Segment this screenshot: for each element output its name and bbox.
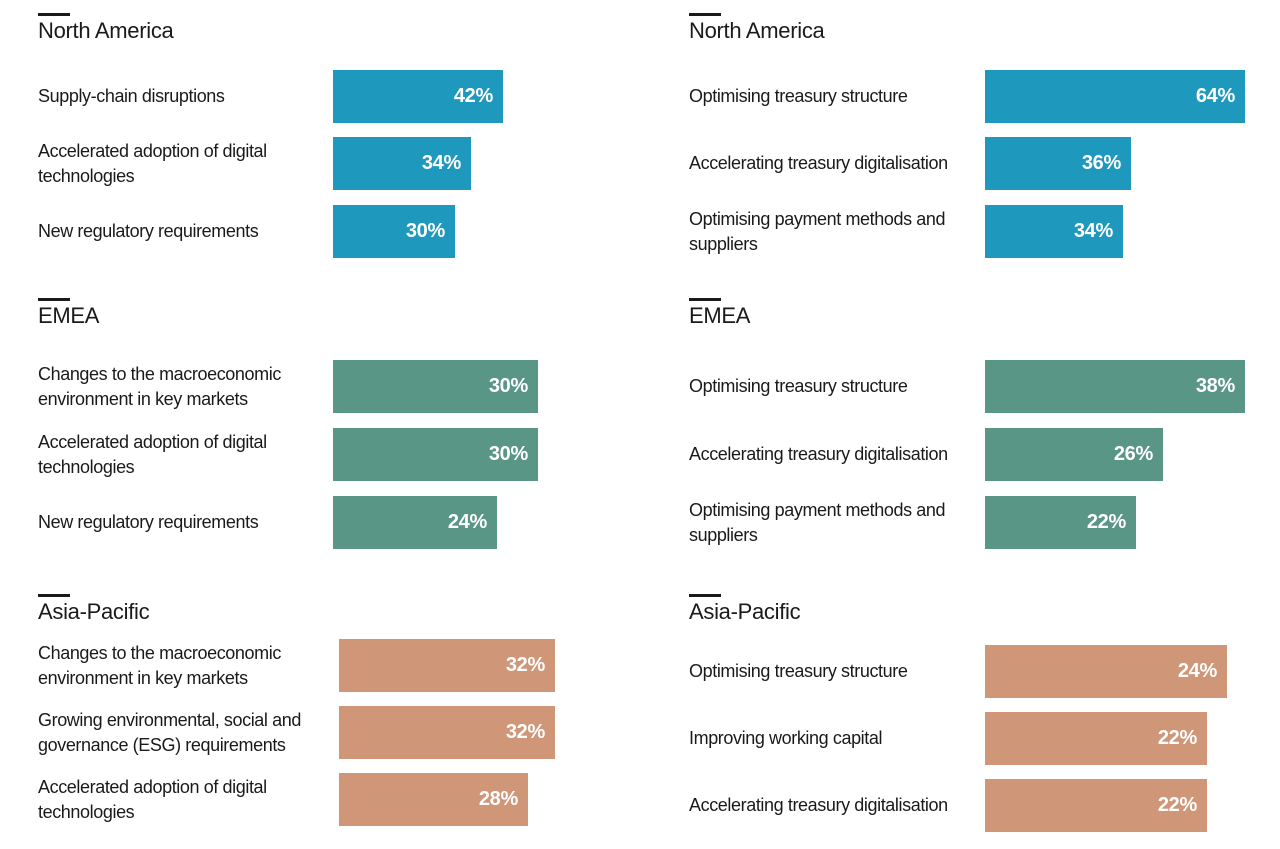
bar-improving-working-capital [985, 712, 1207, 765]
bar-value-label: 38% [1195, 375, 1235, 397]
category-label-text: Optimising treasury structure [689, 376, 908, 396]
category-label: Improving working capital [689, 712, 963, 765]
category-label: Accelerated adoption of digital technolo… [38, 137, 311, 190]
heading-rule [689, 298, 721, 301]
bar-value-label: 26% [1113, 443, 1153, 465]
region-heading-text: EMEA [689, 303, 751, 328]
region-heading: Asia-Pacific [689, 594, 801, 625]
heading-rule [38, 13, 70, 16]
bar-accelerated-adoption-of-digital-technologies [339, 773, 528, 826]
bar-value-label: 30% [405, 220, 445, 242]
category-label-text: New regulatory requirements [38, 221, 259, 241]
category-label-text: Supply-chain disruptions [38, 86, 225, 106]
category-label: Optimising treasury structure [689, 360, 963, 413]
category-label: Accelerated adoption of digital technolo… [38, 428, 311, 481]
bar-optimising-treasury-structure [985, 360, 1245, 413]
region-heading: North America [689, 13, 825, 44]
bar-value-label: 22% [1086, 511, 1126, 533]
bar-value-label: 36% [1081, 152, 1121, 174]
category-label: Changes to the macroeconomic environment… [38, 639, 317, 692]
category-label-text: Optimising treasury structure [689, 86, 908, 106]
bar-value-label: 24% [447, 511, 487, 533]
bar-value-label: 42% [453, 85, 493, 107]
bar-optimising-payment-methods-and-suppliers [985, 496, 1136, 549]
bar-value-label: 34% [1073, 220, 1113, 242]
category-label-text: Optimising treasury structure [689, 661, 908, 681]
region-heading-text: Asia-Pacific [38, 599, 150, 624]
category-label-text: Changes to the macroeconomic environment… [38, 642, 281, 688]
category-label: Optimising treasury structure [689, 645, 963, 698]
region-heading-text: Asia-Pacific [689, 599, 801, 624]
heading-rule [38, 298, 70, 301]
bar-value-label: 24% [1177, 660, 1217, 682]
category-label: New regulatory requirements [38, 205, 311, 258]
bar-value-label: 30% [488, 443, 528, 465]
bar-accelerating-treasury-digitalisation [985, 137, 1131, 190]
category-label-text: Improving working capital [689, 728, 883, 748]
region-heading: North America [38, 13, 174, 44]
bar-value-label: 34% [421, 152, 461, 174]
bar-growing-environmental-social-and-governance-esg-requirements [339, 706, 555, 759]
region-heading-text: EMEA [38, 303, 100, 328]
heading-rule [689, 13, 721, 16]
bar-optimising-treasury-structure [985, 645, 1227, 698]
category-label: Accelerating treasury digitalisation [689, 779, 963, 832]
category-label: Accelerated adoption of digital technolo… [38, 773, 317, 826]
bar-optimising-treasury-structure [985, 70, 1245, 123]
category-label-text: Optimising payment methods and suppliers [689, 499, 946, 545]
bar-changes-to-the-macroeconomic-environment-in-key-markets [333, 360, 538, 413]
bar-new-regulatory-requirements [333, 496, 497, 549]
bar-supply-chain-disruptions [333, 70, 503, 123]
bar-value-label: 28% [478, 788, 518, 810]
bar-optimising-payment-methods-and-suppliers [985, 205, 1123, 258]
bar-value-label: 22% [1157, 794, 1197, 816]
bar-changes-to-the-macroeconomic-environment-in-key-markets [339, 639, 555, 692]
category-label-text: Growing environmental, social and govern… [38, 709, 301, 755]
heading-rule [689, 594, 721, 597]
region-heading: EMEA [689, 298, 751, 329]
region-heading: Asia-Pacific [38, 594, 150, 625]
bar-accelerating-treasury-digitalisation [985, 779, 1207, 832]
region-heading-text: North America [38, 18, 174, 43]
bar-value-label: 64% [1195, 85, 1235, 107]
category-label-text: Optimising payment methods and suppliers [689, 208, 946, 254]
bar-value-label: 30% [488, 375, 528, 397]
bar-value-label: 22% [1157, 727, 1197, 749]
category-label: Changes to the macroeconomic environment… [38, 360, 311, 413]
category-label: Growing environmental, social and govern… [38, 706, 317, 759]
category-label: Optimising treasury structure [689, 70, 963, 123]
category-label: Optimising payment methods and suppliers [689, 496, 963, 549]
category-label: New regulatory requirements [38, 496, 311, 549]
bar-new-regulatory-requirements [333, 205, 455, 258]
category-label: Accelerating treasury digitalisation [689, 137, 963, 190]
category-label-text: New regulatory requirements [38, 512, 259, 532]
category-label-text: Accelerated adoption of digital technolo… [38, 776, 267, 822]
category-label-text: Accelerating treasury digitalisation [689, 795, 948, 815]
category-label: Optimising payment methods and suppliers [689, 205, 963, 258]
bar-accelerated-adoption-of-digital-technologies [333, 137, 471, 190]
category-label-text: Accelerating treasury digitalisation [689, 444, 948, 464]
category-label-text: Accelerated adoption of digital technolo… [38, 140, 267, 186]
category-label: Accelerating treasury digitalisation [689, 428, 963, 481]
bar-value-label: 32% [505, 721, 545, 743]
category-label-text: Changes to the macroeconomic environment… [38, 363, 281, 409]
heading-rule [38, 594, 70, 597]
region-heading-text: North America [689, 18, 825, 43]
bar-accelerating-treasury-digitalisation [985, 428, 1163, 481]
bar-accelerated-adoption-of-digital-technologies [333, 428, 538, 481]
region-heading: EMEA [38, 298, 100, 329]
category-label-text: Accelerated adoption of digital technolo… [38, 431, 267, 477]
category-label-text: Accelerating treasury digitalisation [689, 153, 948, 173]
bar-value-label: 32% [505, 654, 545, 676]
category-label: Supply-chain disruptions [38, 70, 311, 123]
